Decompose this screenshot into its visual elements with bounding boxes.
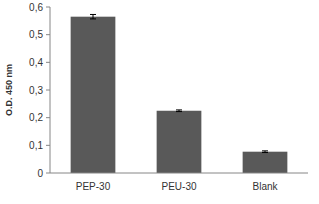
y-tick: [46, 173, 50, 174]
y-axis: [50, 7, 51, 173]
error-cap: [176, 109, 182, 110]
x-tick-label: Blank: [252, 181, 278, 192]
bars: [71, 14, 288, 173]
y-tick-label: 0,2: [29, 112, 43, 123]
error-bar: [90, 14, 96, 18]
error-cap: [90, 14, 96, 15]
x-tick-label: PEU-30: [161, 181, 196, 192]
y-tick: [46, 7, 50, 8]
x-tick-label: PEP-30: [76, 181, 111, 192]
chart: O.D. 450 nm 0 0,1 0,2 0,3 0,4 0,5 0,6 PEP-30 PEU-…: [0, 0, 319, 204]
y-tick: [46, 34, 50, 35]
y-tick: [46, 117, 50, 118]
y-tick-label: 0,5: [29, 29, 43, 40]
bar: [243, 152, 288, 173]
y-tick-label: 0,6: [29, 2, 43, 13]
error-bar: [176, 110, 182, 112]
error-stem: [93, 14, 94, 18]
bar: [71, 17, 116, 173]
y-tick-label: 0,1: [29, 140, 43, 151]
y-tick-label: 0,4: [29, 57, 43, 68]
error-bar: [262, 151, 268, 153]
y-tick: [46, 90, 50, 91]
error-cap: [262, 150, 268, 151]
y-tick: [46, 145, 50, 146]
x-axis: [50, 173, 308, 174]
bar: [157, 111, 202, 173]
error-cap: [176, 111, 182, 112]
y-tick-label: 0,3: [29, 85, 43, 96]
error-cap: [90, 18, 96, 19]
error-cap: [262, 152, 268, 153]
y-tick: [46, 62, 50, 63]
y-tick-label: 0: [37, 168, 43, 179]
y-axis-label: O.D. 450 nm: [4, 64, 14, 116]
